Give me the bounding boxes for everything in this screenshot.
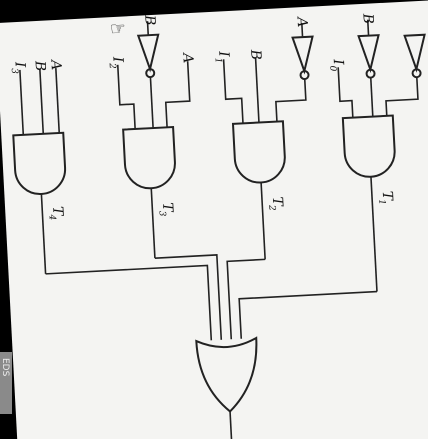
wire-b-inv-t1-in — [366, 19, 370, 36]
label-t4: T — [49, 206, 66, 218]
label-t4-sub: 4 — [46, 213, 56, 221]
label-b-inv-t3: B — [141, 14, 158, 26]
label-i1-sub: 1 — [213, 57, 223, 63]
wire-b-inv-t3-in — [146, 21, 150, 36]
label-t3: T — [159, 202, 176, 214]
wire-a-t3 — [164, 61, 191, 128]
label-i3-sub: 3 — [9, 68, 19, 75]
side-tab — [0, 352, 12, 414]
label-t2-sub: 2 — [266, 204, 276, 212]
and-gate-t2 — [222, 23, 314, 260]
label-i3: I — [11, 61, 27, 69]
wire-a-inv-t2-in — [301, 23, 304, 38]
wire-i0 — [337, 67, 354, 118]
label-a-t4: A — [47, 58, 64, 71]
label-b-inv-t1: B — [359, 12, 376, 24]
wire-b-inv-t1-out — [369, 77, 374, 117]
labels-outputs: T4 T3 T2 T1 — [46, 191, 396, 221]
and-gate-t3 — [116, 21, 191, 259]
wire-a-inv-t1-out — [385, 77, 419, 116]
labels-top: I3 B A I2 B A I1 B A I0 B — [9, 12, 376, 75]
bus-t2 — [226, 258, 266, 340]
label-t3-sub: 3 — [156, 210, 166, 217]
bus-t3 — [154, 254, 223, 340]
label-b-t4: B — [31, 60, 48, 72]
wire-b-t4 — [39, 68, 45, 134]
wire-b-inv-t3-out — [149, 77, 154, 129]
and-gate-t1 — [337, 19, 426, 292]
and-gate-t4 — [12, 68, 67, 274]
label-i1: I — [215, 50, 231, 58]
wire-t4-out — [40, 193, 47, 274]
label-i0-sub: 0 — [327, 65, 337, 72]
wire-b-t2 — [254, 57, 260, 123]
side-tab-label: EDS — [0, 358, 10, 377]
wire-or-out — [229, 411, 233, 439]
and-gate-t3-body — [122, 125, 176, 190]
pointing-hand-icon: ☞ — [109, 18, 126, 40]
label-t1: T — [379, 191, 396, 203]
label-a-inv-t2: A — [293, 15, 310, 28]
and-gate-t2-body — [231, 120, 286, 184]
inverter-a-t1 — [403, 33, 426, 73]
wire-t3-out — [150, 188, 156, 259]
label-i0: I — [330, 58, 346, 66]
wire-a-inv-t2-out — [275, 79, 307, 122]
wire-a-t4 — [55, 68, 61, 134]
wire-i1 — [222, 59, 244, 124]
label-i2: I — [109, 55, 125, 63]
label-t2: T — [269, 196, 286, 208]
label-a-t3: A — [179, 51, 196, 64]
wire-i3 — [19, 69, 25, 135]
and-gate-t4-body — [12, 131, 67, 196]
label-i2-sub: 2 — [107, 62, 117, 70]
and-gate-t1-body — [341, 114, 396, 178]
wire-t1-out — [370, 176, 378, 292]
wire-i2 — [116, 64, 136, 130]
wire-t2-out — [260, 182, 266, 260]
bus-t1 — [238, 290, 378, 339]
bus-t4 — [45, 264, 213, 341]
or-gate — [195, 336, 258, 413]
label-b-t2: B — [247, 48, 264, 60]
label-t1-sub: 1 — [376, 199, 386, 205]
